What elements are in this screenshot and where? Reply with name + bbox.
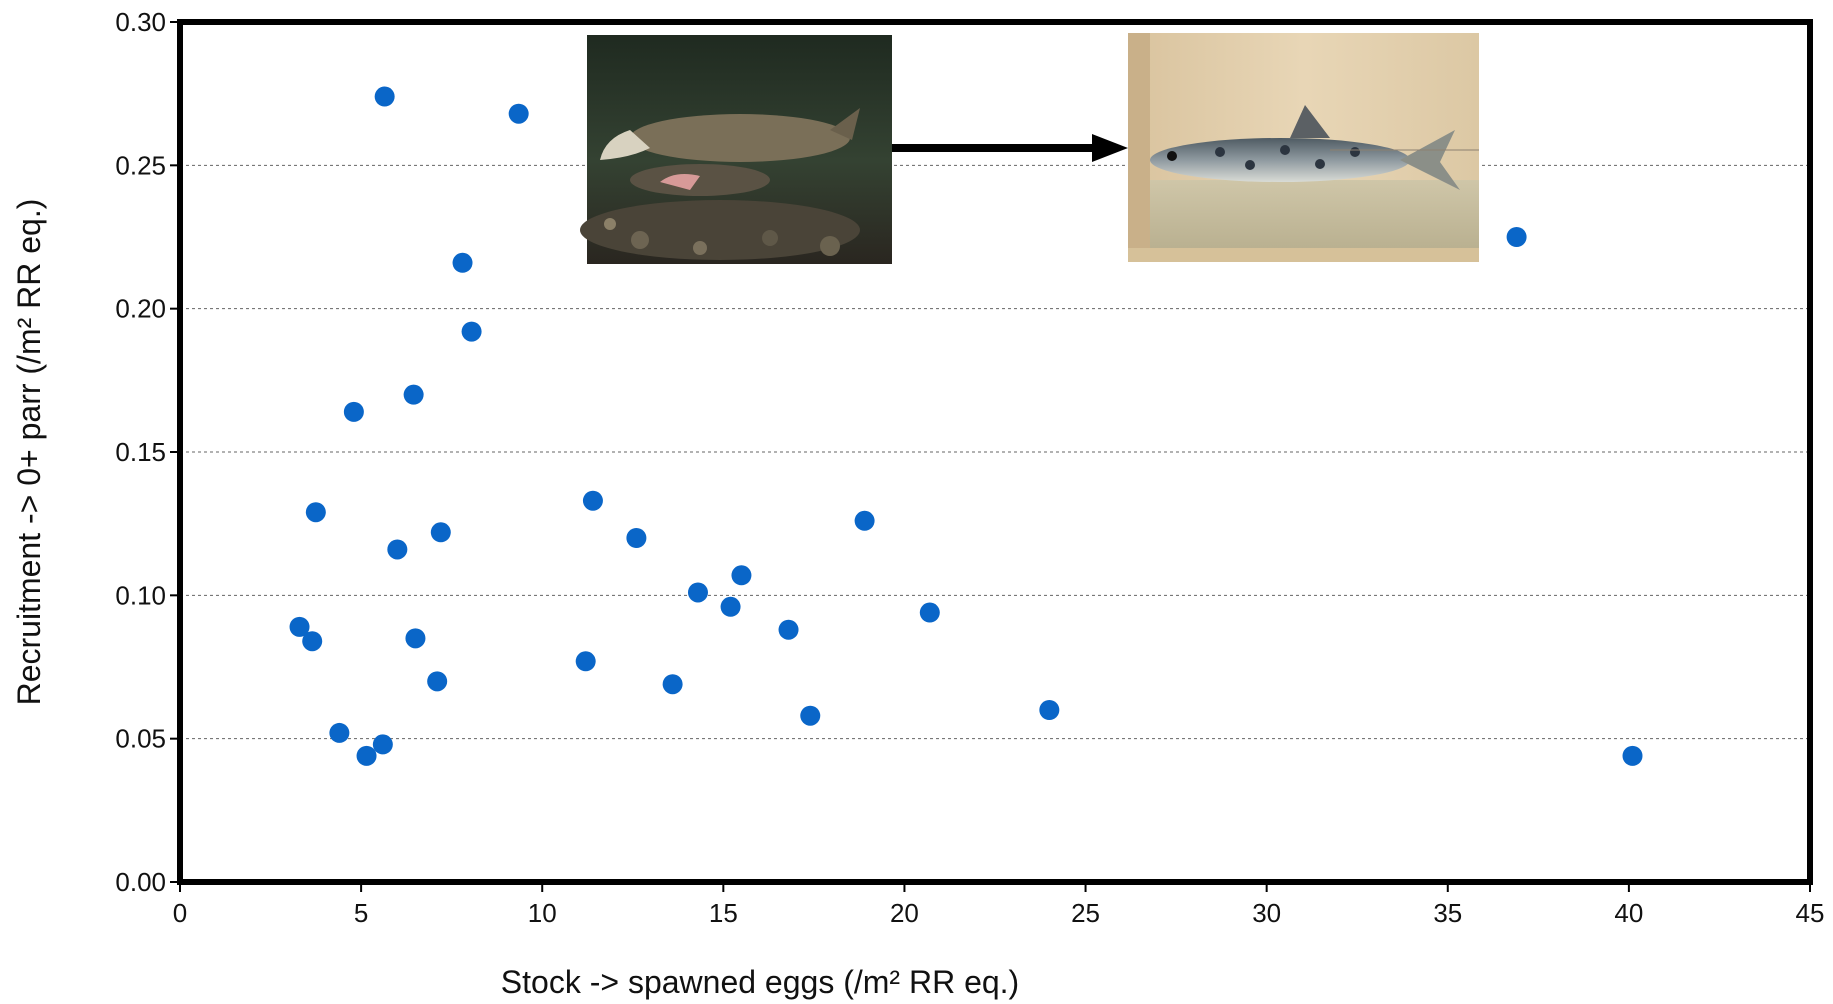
x-axis-title: Stock -> spawned eggs (/m² RR eq.) — [501, 964, 1019, 1000]
data-point — [302, 631, 323, 652]
x-tick-label: 20 — [890, 898, 919, 928]
data-point — [626, 528, 647, 548]
data-point — [1039, 700, 1060, 720]
data-point — [452, 252, 473, 273]
x-tick-label: 0 — [173, 898, 187, 928]
x-tick-label: 25 — [1071, 898, 1100, 928]
data-point — [582, 490, 603, 511]
data-point — [687, 582, 708, 603]
data-point — [289, 616, 310, 637]
right-arrow-icon — [892, 134, 1128, 162]
y-tick-label: 0.30 — [115, 7, 166, 37]
spawning-salmon-photo — [580, 35, 892, 264]
data-point — [720, 596, 741, 617]
data-point — [430, 522, 451, 543]
y-tick-label: 0.25 — [115, 150, 166, 180]
data-point — [461, 321, 482, 342]
data-points — [289, 86, 1643, 766]
y-tick-label: 0.10 — [115, 580, 166, 610]
y-tick-label: 0.20 — [115, 294, 166, 324]
data-point — [854, 510, 875, 531]
data-point — [508, 103, 529, 124]
data-point — [778, 619, 799, 640]
y-tick-label: 0.00 — [115, 867, 166, 897]
data-point — [343, 401, 364, 422]
data-point — [662, 674, 683, 695]
data-point — [1622, 745, 1643, 766]
data-point — [731, 565, 752, 586]
gridlines — [180, 164, 1810, 740]
x-tick-label: 30 — [1252, 898, 1281, 928]
data-point — [1506, 227, 1527, 247]
x-tick-label: 45 — [1796, 898, 1825, 928]
data-point — [800, 705, 821, 726]
data-point — [387, 539, 408, 560]
x-tick-label: 5 — [354, 898, 368, 928]
y-tick-label: 0.05 — [115, 724, 166, 754]
data-point — [356, 745, 377, 766]
y-tick-label: 0.15 — [115, 437, 166, 467]
y-axis-title: Recruitment -> 0+ parr (/m² RR eq.) — [11, 199, 47, 706]
data-point — [372, 734, 393, 755]
data-point — [329, 722, 350, 743]
data-point — [919, 602, 940, 623]
data-point — [403, 384, 424, 405]
data-point — [405, 628, 426, 649]
data-point — [305, 502, 326, 523]
salmon-parr-photo — [1128, 33, 1479, 262]
x-tick-label: 35 — [1433, 898, 1462, 928]
data-point — [575, 651, 596, 672]
data-point — [427, 671, 448, 692]
y-axis-ticks: 0.00 0.05 0.10 0.15 0.20 0.25 0.30 — [115, 7, 180, 897]
x-axis-ticks: 0 5 10 15 20 25 30 35 40 45 — [173, 882, 1825, 928]
x-tick-label: 10 — [528, 898, 557, 928]
x-tick-label: 15 — [709, 898, 738, 928]
x-tick-label: 40 — [1614, 898, 1643, 928]
data-point — [374, 86, 395, 107]
